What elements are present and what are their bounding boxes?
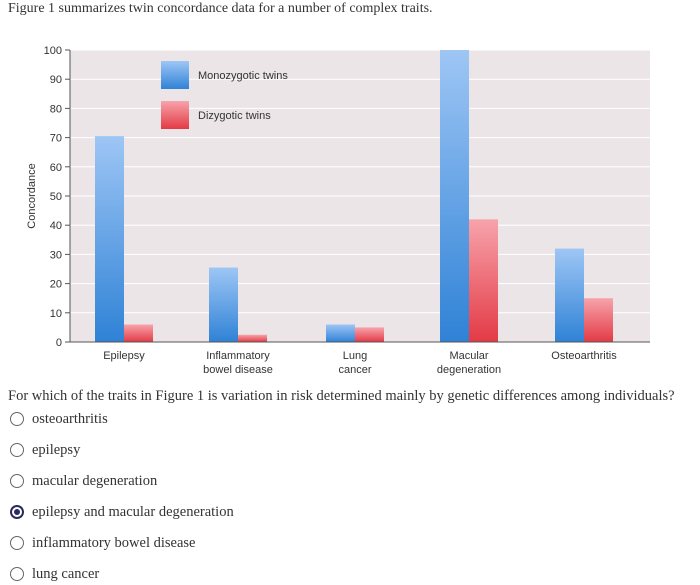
- answer-option[interactable]: macular degeneration: [10, 470, 157, 492]
- bar-dizygotic-1: [238, 334, 267, 342]
- legend-label-0: Monozygotic twins: [198, 70, 288, 82]
- answer-option-label: lung cancer: [32, 565, 100, 582]
- bar-dizygotic-3: [469, 219, 498, 342]
- x-tick-label: degeneration: [437, 364, 501, 376]
- question-text: For which of the traits in Figure 1 is v…: [8, 388, 675, 404]
- y-tick-label: 100: [44, 45, 62, 57]
- y-tick-label: 40: [50, 220, 62, 232]
- radio-selected-icon[interactable]: [10, 505, 24, 519]
- bar-dizygotic-0: [124, 324, 153, 342]
- radio-icon[interactable]: [10, 412, 24, 426]
- radio-icon[interactable]: [10, 567, 24, 581]
- y-tick-label: 60: [50, 162, 62, 174]
- y-tick-label: 50: [50, 191, 62, 203]
- radio-icon[interactable]: [10, 443, 24, 457]
- x-tick-label: Macular: [449, 350, 488, 362]
- y-tick-label: 70: [50, 133, 62, 145]
- answer-option[interactable]: inflammatory bowel disease: [10, 532, 195, 554]
- answer-option-label: osteoarthritis: [32, 410, 108, 427]
- bar-monozygotic-0: [95, 136, 124, 342]
- answer-option-label: inflammatory bowel disease: [32, 534, 196, 551]
- intro-text: Figure 1 summarizes twin concordance dat…: [8, 1, 433, 16]
- bar-monozygotic-1: [209, 267, 238, 342]
- legend-label-1: Dizygotic twins: [198, 110, 271, 122]
- answer-option[interactable]: epilepsy and macular degeneration: [10, 501, 234, 523]
- x-tick-label: cancer: [338, 364, 371, 376]
- radio-icon[interactable]: [10, 474, 24, 488]
- answer-option[interactable]: lung cancer: [10, 563, 99, 585]
- y-tick-label: 80: [50, 103, 62, 115]
- legend-swatch-1: [161, 101, 189, 129]
- bar-monozygotic-4: [555, 248, 584, 342]
- x-tick-label: Lung: [343, 350, 367, 362]
- legend: Monozygotic twins Dizygotic twins: [161, 61, 288, 129]
- x-tick-label: bowel disease: [203, 364, 273, 376]
- x-tick-label: Inflammatory: [206, 350, 270, 362]
- y-tick-label: 10: [50, 308, 62, 320]
- y-axis-title: Concordance: [26, 163, 38, 228]
- x-tick-label: Epilepsy: [103, 350, 145, 362]
- concordance-bar-chart: 0 10 20 30 40 50 60 70 80 90 100 Concordance Epileps…: [26, 45, 650, 376]
- y-tick-label: 90: [50, 74, 62, 86]
- answer-option[interactable]: epilepsy: [10, 439, 80, 461]
- answer-option-label: epilepsy and macular degeneration: [32, 503, 234, 520]
- bar-monozygotic-3: [440, 50, 469, 342]
- radio-icon[interactable]: [10, 536, 24, 550]
- answer-option-label: macular degeneration: [32, 472, 158, 489]
- axes: 0 10 20 30 40 50 60 70 80 90 100 Concordance Epileps…: [26, 45, 650, 376]
- bar-dizygotic-2: [355, 327, 384, 342]
- answer-option-label: epilepsy: [32, 441, 81, 458]
- y-tick-label: 20: [50, 279, 62, 291]
- y-tick-label: 0: [56, 337, 62, 349]
- bars: [95, 50, 613, 342]
- legend-swatch-0: [161, 61, 189, 89]
- x-tick-label: Osteoarthritis: [551, 350, 617, 362]
- bar-monozygotic-2: [326, 324, 355, 342]
- y-tick-label: 30: [50, 249, 62, 261]
- answer-option[interactable]: osteoarthritis: [10, 408, 108, 430]
- bar-dizygotic-4: [584, 298, 613, 342]
